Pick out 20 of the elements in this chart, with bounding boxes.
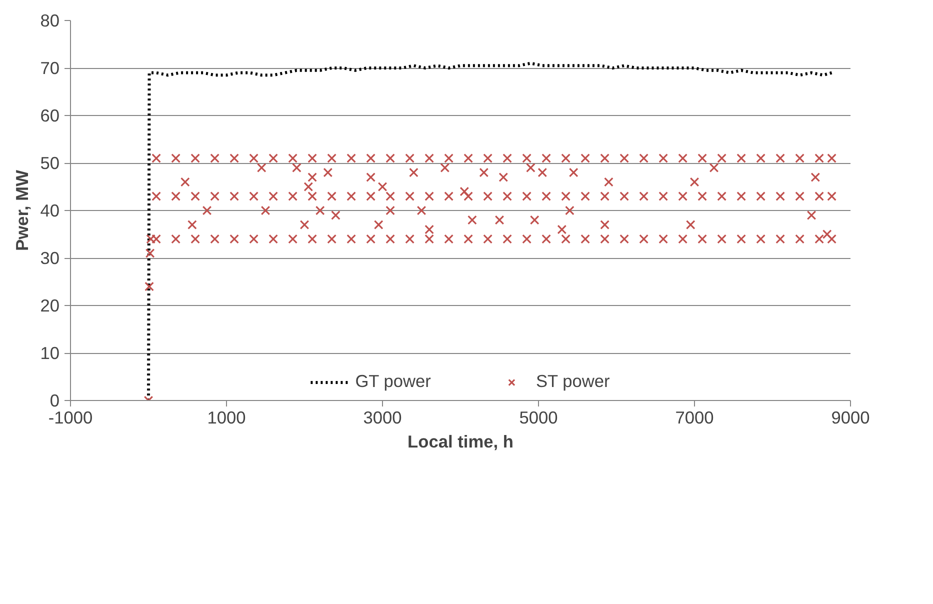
x-tick-label: 9000 [831,408,870,428]
x-tick-label: -1000 [48,408,93,428]
y-tick-label: 60 [40,106,60,126]
y-tick-label: 20 [40,296,60,316]
x-axis-title: Local time, h [408,432,514,452]
legend-label: GT power [355,371,431,392]
x-tick-label: 1000 [207,408,246,428]
y-tick-label: 0 [50,390,60,410]
y-tick-label: 80 [40,10,60,30]
line-series [147,62,834,400]
y-tick-label: 40 [40,200,60,220]
y-tick-label: 50 [40,153,60,173]
legend-label: ST power [536,371,610,392]
x-tick-label: 7000 [675,408,714,428]
y-tick-label: 70 [40,58,60,78]
y-tick-label: 10 [40,343,60,363]
x-tick-label: 3000 [363,408,402,428]
x-tick-label: 5000 [519,408,558,428]
y-axis-title: Pwer, MW [12,169,32,251]
y-tick-label: 30 [40,248,60,268]
